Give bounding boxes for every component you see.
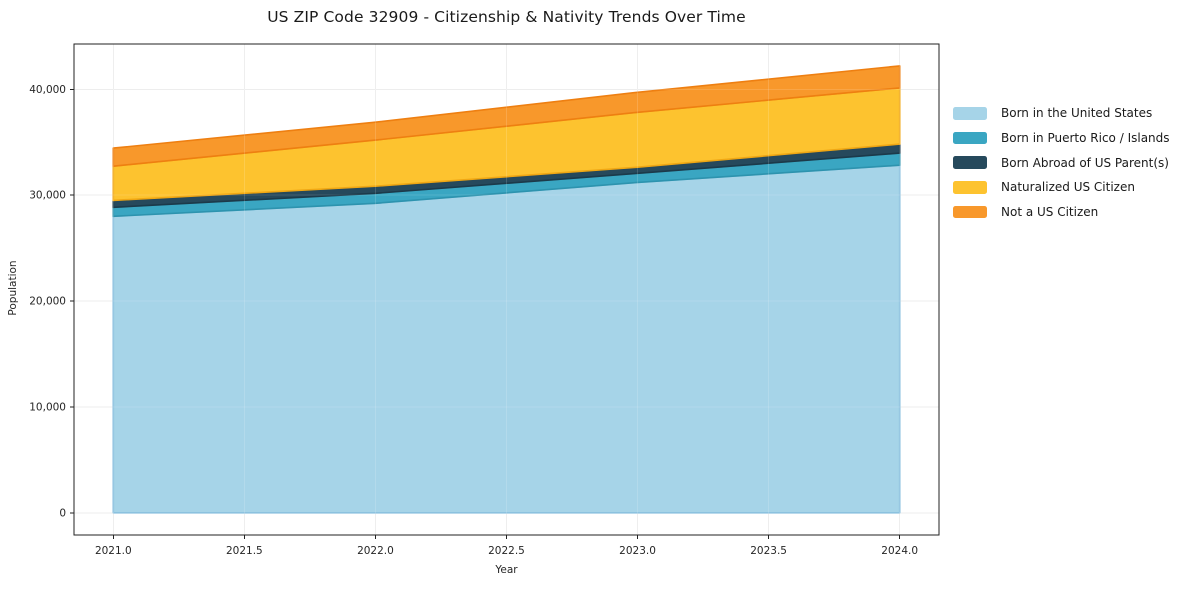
legend-item-born-in-the-united-states: Born in the United States — [953, 101, 1170, 126]
x-tick-label: 2021.5 — [226, 545, 263, 557]
area-not-a-us-citizen — [112, 65, 901, 167]
y-axis-label: Population — [7, 260, 19, 316]
y-tick-label: 40,000 — [29, 84, 66, 96]
legend-item-naturalized-us-citizen: Naturalized US Citizen — [953, 175, 1170, 200]
legend: Born in the United States Born in Puerto … — [953, 101, 1170, 224]
x-tick-label: 2023.0 — [619, 545, 656, 557]
legend-label: Naturalized US Citizen — [1001, 180, 1135, 195]
legend-swatch — [953, 205, 987, 219]
x-tick-label: 2022.0 — [357, 545, 394, 557]
legend-item-born-abroad-of-us-parent-s: Born Abroad of US Parent(s) — [953, 150, 1170, 175]
x-axis-label: Year — [495, 564, 518, 576]
legend-label: Not a US Citizen — [1001, 205, 1099, 220]
legend-item-not-a-us-citizen: Not a US Citizen — [953, 200, 1170, 225]
legend-swatch — [953, 131, 987, 145]
chart-title: US ZIP Code 32909 - Citizenship & Nativi… — [267, 8, 746, 26]
x-tick-label: 2022.5 — [488, 545, 525, 557]
y-tick-label: 0 — [59, 507, 66, 519]
legend-item-born-in-puerto-rico-islands: Born in Puerto Rico / Islands — [953, 126, 1170, 151]
y-tick-label: 20,000 — [29, 296, 66, 308]
legend-label: Born in the United States — [1001, 106, 1153, 121]
legend-swatch — [953, 156, 987, 169]
x-tick-label: 2023.5 — [750, 545, 787, 557]
y-tick-label: 10,000 — [29, 401, 66, 413]
x-tick-label: 2021.0 — [95, 545, 132, 557]
y-tick-label: 30,000 — [29, 190, 66, 202]
legend-label: Born Abroad of US Parent(s) — [1001, 155, 1169, 170]
legend-swatch — [953, 181, 987, 194]
legend-label: Born in Puerto Rico / Islands — [1001, 131, 1170, 146]
legend-swatch — [953, 107, 987, 120]
x-tick-label: 2024.0 — [881, 545, 918, 557]
